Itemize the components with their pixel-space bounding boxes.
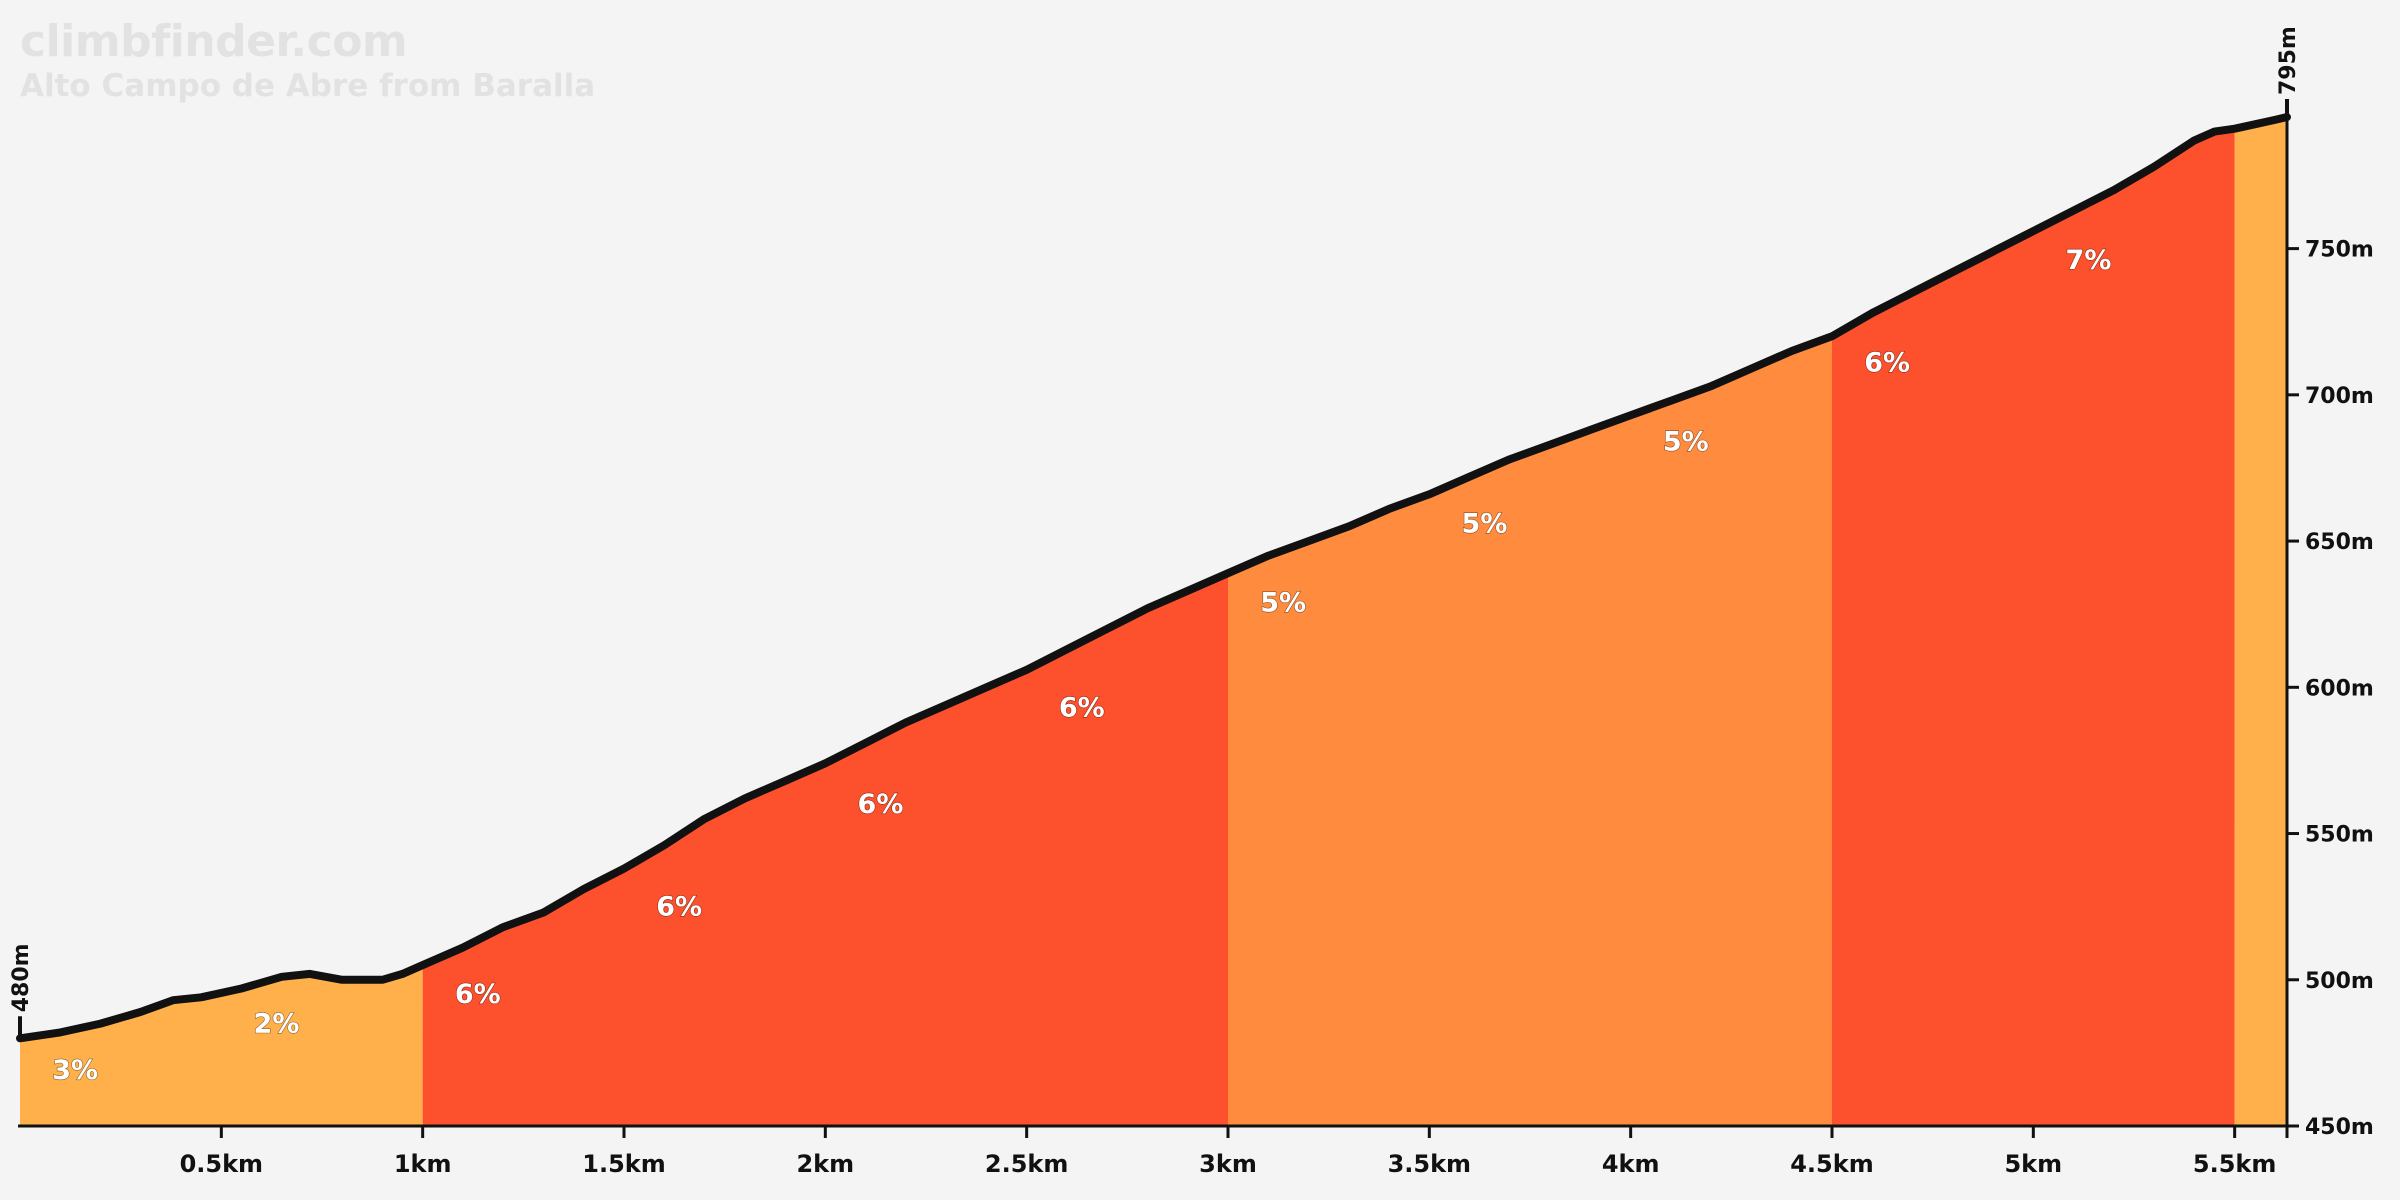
x-tick-label: 2km bbox=[796, 1150, 854, 1178]
grade-segment-4 bbox=[1831, 128, 2235, 1126]
y-tick-label: 450m bbox=[2305, 1115, 2374, 1140]
x-tick-label: 5.5km bbox=[2193, 1150, 2276, 1178]
grade-labels: 3% 2% 6% 6% 6% 6% 5% 5% 5% 6% 7% bbox=[52, 244, 2112, 1086]
x-tick-label: 3.5km bbox=[1388, 1150, 1471, 1178]
grade-segment-5 bbox=[2234, 117, 2287, 1126]
grade-label: 6% bbox=[656, 891, 702, 922]
grade-label: 6% bbox=[1864, 347, 1910, 378]
y-tick-label: 650m bbox=[2305, 530, 2374, 555]
grade-label: 6% bbox=[1059, 693, 1105, 724]
grade-label: 5% bbox=[1260, 587, 1306, 618]
start-elevation-label: 480m bbox=[9, 943, 34, 1012]
y-tick-label: 700m bbox=[2305, 384, 2374, 409]
x-tick-label: 1km bbox=[394, 1150, 452, 1178]
x-tick-label: 1.5km bbox=[582, 1150, 665, 1178]
grade-label: 5% bbox=[1462, 508, 1508, 539]
grade-segments bbox=[20, 117, 2287, 1126]
grade-label: 3% bbox=[52, 1055, 98, 1086]
grade-label: 6% bbox=[858, 789, 904, 820]
y-tick-label: 550m bbox=[2305, 823, 2374, 848]
x-tick-label: 2.5km bbox=[985, 1150, 1068, 1178]
grade-segment-2 bbox=[422, 573, 1228, 1126]
profile-line bbox=[16, 113, 2291, 1043]
grade-label: 5% bbox=[1663, 426, 1709, 457]
y-tick-label: 500m bbox=[2305, 969, 2374, 994]
grade-label: 7% bbox=[2066, 245, 2112, 276]
x-tick-label: 5km bbox=[2004, 1150, 2062, 1178]
climb-title: Alto Campo de Abre from Baralla bbox=[20, 68, 596, 104]
end-elevation-label: 795m bbox=[2276, 26, 2301, 95]
axes: 0.5km 1km 1.5km 2km 2.5km 3km 3.5km 4km 4.5km 5km… bbox=[9, 26, 2374, 1178]
x-tick-label: 3km bbox=[1199, 1150, 1257, 1178]
y-tick-label: 600m bbox=[2305, 676, 2374, 701]
site-name: climbfinder.com bbox=[20, 16, 408, 67]
y-tick-label: 750m bbox=[2305, 238, 2374, 263]
grade-segment-3 bbox=[1227, 336, 1832, 1126]
x-tick-label: 4.5km bbox=[1790, 1150, 1873, 1178]
grade-segment-1 bbox=[20, 965, 423, 1126]
x-tick-label: 0.5km bbox=[180, 1150, 263, 1178]
grade-label: 6% bbox=[455, 979, 501, 1010]
grade-label: 2% bbox=[254, 1008, 300, 1039]
x-tick-label: 4km bbox=[1602, 1150, 1660, 1178]
profile-line-group bbox=[16, 113, 2291, 1043]
